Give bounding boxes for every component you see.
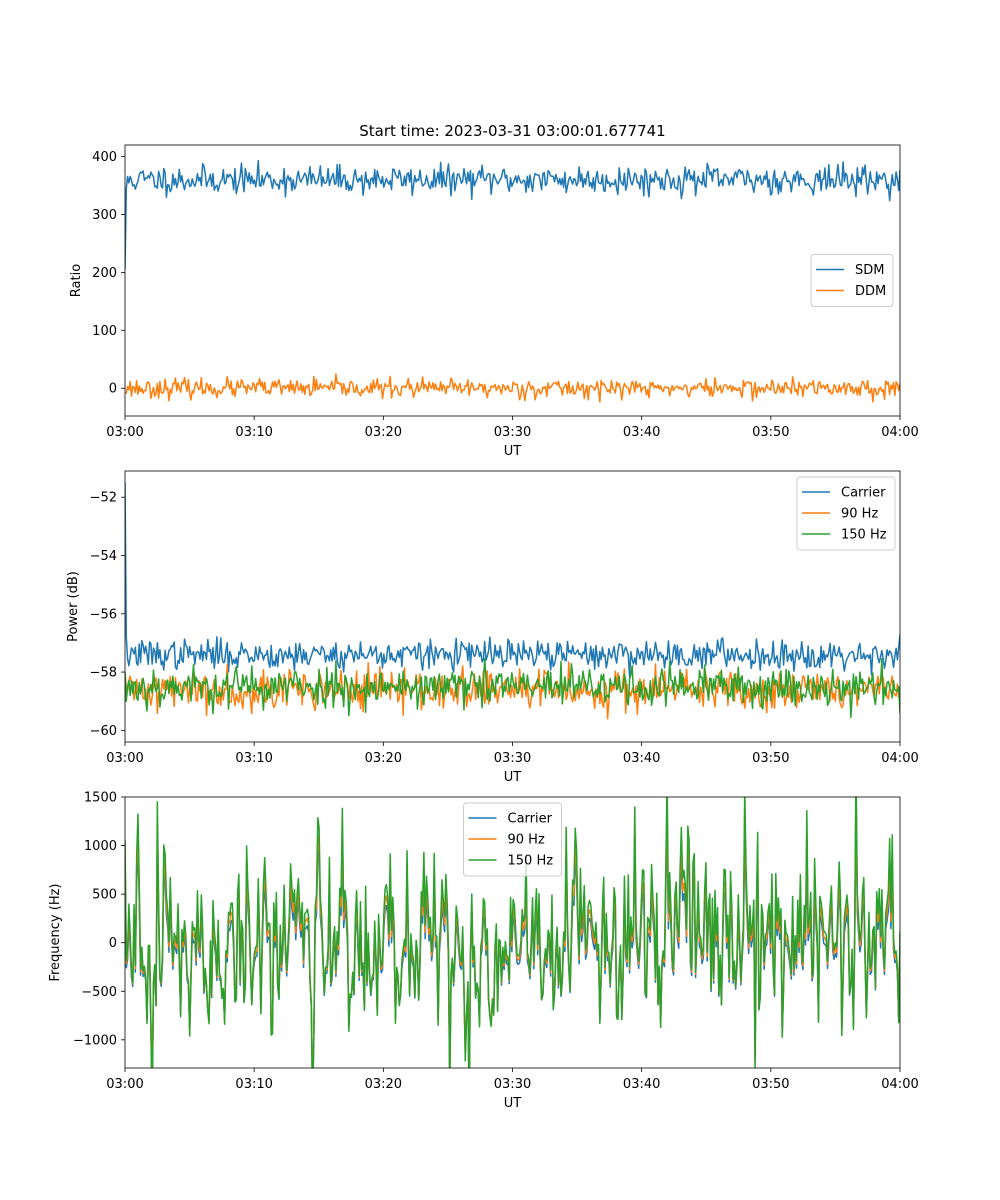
legend-label: 150 Hz [508,854,554,869]
x-axis-label: UT [504,770,522,785]
y-tick-label: −1000 [73,1033,117,1048]
x-tick-label: 03:10 [235,1077,272,1092]
series-line-carrier [125,482,900,678]
y-axis-label: Ratio [69,264,84,297]
legend-label: DDM [855,284,886,299]
legend-label: 150 Hz [841,528,887,543]
legend: Carrier 90 Hz 150 Hz [463,802,562,877]
y-tick-label: −60 [90,724,117,739]
x-tick-label: 03:50 [752,1077,789,1092]
series-line-150-hz [125,657,900,719]
x-tick-label: 03:00 [106,1077,143,1092]
series-line-150-hz [125,797,900,1068]
legend-label: Carrier [841,486,886,501]
y-tick-label: 500 [92,888,117,903]
chart-panel-1: Start time: 2023-03-31 03:00:01.67774103… [69,122,919,459]
x-tick-label: 03:50 [752,425,789,440]
x-tick-label: 03:20 [365,751,402,766]
x-tick-label: 03:30 [494,751,531,766]
x-tick-label: 03:00 [106,751,143,766]
y-tick-label: 1500 [84,791,117,806]
legend-box [463,802,562,877]
x-tick-label: 03:20 [365,425,402,440]
y-tick-label: −54 [90,549,117,564]
x-tick-label: 04:00 [881,425,918,440]
legend-box [810,254,894,307]
x-tick-label: 03:30 [494,425,531,440]
chart-panel-3: 03:00 03:10 03:20 03:30 03:40 03:50 04:00 −1000… [48,791,919,1112]
y-tick-label: −56 [90,607,117,622]
y-axis-label: Power (dB) [66,571,81,642]
y-axis-label: Frequency (Hz) [48,883,63,981]
y-tick-label: −500 [81,985,117,1000]
chart-panel-2: 03:00 03:10 03:20 03:30 03:40 03:50 04:00 −60 −5… [66,470,919,785]
x-tick-label: 03:10 [235,751,272,766]
legend-label: 90 Hz [508,833,545,848]
legend-label: Carrier [508,812,553,827]
y-tick-label: 0 [109,382,117,397]
x-tick-label: 03:40 [623,751,660,766]
y-tick-label: 300 [92,208,117,223]
x-axis-label: UT [504,1096,522,1111]
y-tick-label: 400 [92,150,117,165]
x-tick-label: 03:10 [235,425,272,440]
series-line-ddm [125,373,900,403]
x-tick-label: 03:40 [623,425,660,440]
x-tick-label: 04:00 [881,1077,918,1092]
legend-label: SDM [855,263,884,278]
y-tick-label: −52 [90,491,117,506]
x-tick-label: 03:30 [494,1077,531,1092]
series-line-sdm [125,160,900,270]
x-tick-label: 03:20 [365,1077,402,1092]
x-tick-label: 03:00 [106,425,143,440]
y-tick-label: 100 [92,324,117,339]
y-tick-label: 1000 [84,839,117,854]
x-tick-label: 04:00 [881,751,918,766]
legend: SDM DDM [810,254,894,307]
legend-box [796,476,896,551]
y-tick-label: 0 [109,936,117,951]
chart-title: Start time: 2023-03-31 03:00:01.677741 [359,122,665,140]
y-tick-label: 200 [92,266,117,281]
y-tick-label: −58 [90,666,117,681]
x-tick-label: 03:50 [752,751,789,766]
x-tick-label: 03:40 [623,1077,660,1092]
legend: Carrier 90 Hz 150 Hz [796,476,896,551]
x-axis-label: UT [504,444,522,459]
legend-label: 90 Hz [841,507,878,522]
